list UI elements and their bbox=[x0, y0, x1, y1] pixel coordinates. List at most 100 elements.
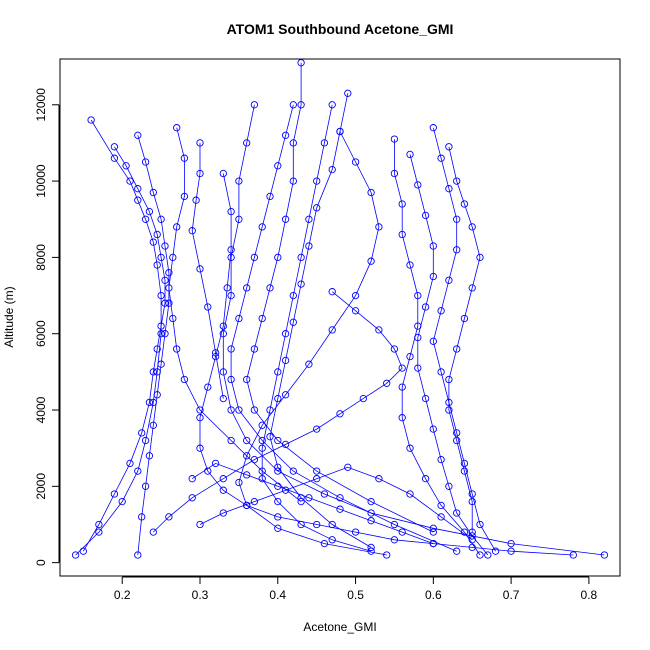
data-point bbox=[188, 475, 196, 483]
data-point bbox=[219, 322, 227, 330]
data-point bbox=[71, 551, 80, 559]
data-point bbox=[126, 459, 134, 468]
data-point bbox=[328, 288, 336, 296]
data-point bbox=[153, 391, 161, 399]
data-point bbox=[476, 253, 484, 262]
data-point bbox=[390, 135, 399, 143]
data-point bbox=[219, 169, 227, 178]
data-point bbox=[211, 352, 220, 361]
data-point bbox=[235, 314, 243, 323]
data-point bbox=[367, 517, 375, 525]
data-point bbox=[149, 188, 157, 197]
data-point bbox=[367, 509, 375, 517]
series-line bbox=[153, 291, 403, 533]
data-point bbox=[161, 330, 169, 338]
series-line bbox=[432, 127, 496, 552]
data-point bbox=[297, 280, 305, 288]
data-point bbox=[219, 330, 227, 338]
data-point bbox=[149, 421, 157, 429]
data-point bbox=[289, 467, 297, 475]
y-axis: 0 2000 4000 6000 8000 10000 12000 bbox=[34, 88, 60, 566]
x-tick-label: 0.2 bbox=[114, 588, 131, 602]
data-point bbox=[297, 497, 305, 506]
data-point bbox=[196, 406, 204, 414]
data-point bbox=[118, 497, 126, 506]
data-point bbox=[336, 127, 344, 136]
x-tick-label: 0.8 bbox=[581, 588, 598, 602]
data-point bbox=[180, 154, 189, 162]
data-point bbox=[468, 497, 476, 506]
data-point bbox=[453, 177, 461, 185]
data-point bbox=[297, 101, 305, 109]
data-point bbox=[219, 509, 227, 517]
data-point bbox=[421, 211, 430, 220]
data-point bbox=[367, 497, 375, 506]
data-point bbox=[110, 490, 119, 498]
data-point bbox=[274, 368, 282, 376]
data-point bbox=[274, 394, 282, 403]
data-point bbox=[157, 253, 165, 262]
data-point bbox=[219, 368, 227, 376]
data-point bbox=[227, 207, 235, 216]
data-point bbox=[219, 486, 227, 494]
data-point bbox=[351, 291, 360, 300]
data-point bbox=[188, 227, 196, 235]
data-point bbox=[328, 101, 336, 109]
data-point bbox=[235, 177, 243, 185]
data-point bbox=[274, 513, 282, 521]
data-point bbox=[476, 520, 484, 529]
data-point bbox=[437, 307, 445, 315]
data-point bbox=[491, 547, 500, 555]
data-point bbox=[445, 482, 453, 490]
data-point bbox=[429, 524, 437, 532]
data-point bbox=[313, 177, 321, 185]
data-point bbox=[414, 364, 422, 372]
series-line bbox=[75, 119, 162, 556]
data-point bbox=[600, 551, 609, 559]
data-point bbox=[169, 314, 177, 323]
data-point bbox=[305, 360, 313, 368]
data-point bbox=[149, 238, 157, 246]
data-point bbox=[313, 520, 321, 529]
data-point bbox=[95, 520, 103, 529]
series-line bbox=[448, 146, 481, 533]
data-point bbox=[235, 215, 243, 223]
data-point bbox=[274, 436, 282, 445]
data-point bbox=[274, 482, 282, 490]
data-point bbox=[227, 345, 235, 353]
data-point bbox=[274, 497, 282, 506]
series-line bbox=[393, 139, 481, 556]
data-point bbox=[398, 414, 406, 422]
data-point bbox=[110, 154, 119, 162]
y-axis-label: Altitude (m) bbox=[2, 286, 16, 347]
x-tick-label: 0.3 bbox=[192, 588, 209, 602]
data-point bbox=[87, 116, 95, 124]
data-point bbox=[328, 326, 336, 334]
series-line bbox=[82, 146, 166, 552]
data-point bbox=[406, 150, 414, 159]
data-point bbox=[266, 433, 274, 441]
data-point bbox=[196, 169, 204, 178]
data-point bbox=[367, 543, 375, 552]
data-point bbox=[219, 475, 227, 483]
data-point bbox=[437, 513, 445, 521]
x-tick-label: 0.5 bbox=[347, 588, 364, 602]
data-point bbox=[196, 444, 204, 452]
data-point bbox=[367, 188, 375, 197]
data-point bbox=[227, 375, 235, 384]
data-point bbox=[297, 520, 305, 529]
data-point bbox=[437, 501, 445, 510]
data-point bbox=[235, 478, 243, 487]
data-point bbox=[359, 394, 367, 403]
data-point bbox=[196, 265, 204, 273]
data-point bbox=[445, 143, 453, 151]
series-line bbox=[199, 173, 574, 556]
data-point bbox=[161, 276, 169, 284]
x-tick-label: 0.7 bbox=[503, 588, 520, 602]
data-point bbox=[429, 272, 437, 281]
data-point bbox=[204, 383, 212, 391]
data-point bbox=[188, 494, 196, 502]
data-point bbox=[281, 356, 290, 365]
